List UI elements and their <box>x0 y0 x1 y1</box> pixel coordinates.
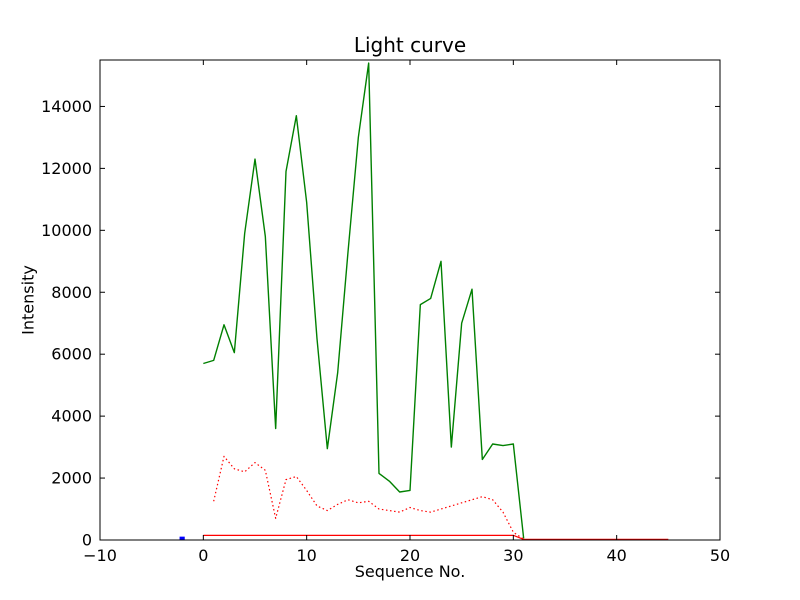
series-green-solid <box>203 62 525 539</box>
y-tick-label: 14000 <box>41 97 92 116</box>
x-tick-label: 20 <box>400 546 420 565</box>
series-red-solid <box>203 534 669 540</box>
x-tick-label: 30 <box>503 546 523 565</box>
x-tick-label: 10 <box>296 546 316 565</box>
x-tick-label: 50 <box>710 546 730 565</box>
x-tick-label: −10 <box>83 546 117 565</box>
y-tick-label: 12000 <box>41 159 92 178</box>
y-tick-label: 8000 <box>51 283 92 302</box>
chart-title: Light curve <box>353 33 467 57</box>
x-axis-label: Sequence No. <box>354 562 466 581</box>
x-tick-label: 0 <box>198 546 208 565</box>
y-tick-label: 10000 <box>41 221 92 240</box>
y-tick-label: 4000 <box>51 407 92 426</box>
y-tick-label: 6000 <box>51 345 92 364</box>
y-tick-label: 2000 <box>51 469 92 488</box>
y-tick-label: 0 <box>82 531 92 550</box>
x-tick-label: 40 <box>606 546 626 565</box>
series-red-dotted <box>213 455 524 540</box>
axes-frame <box>99 59 721 541</box>
